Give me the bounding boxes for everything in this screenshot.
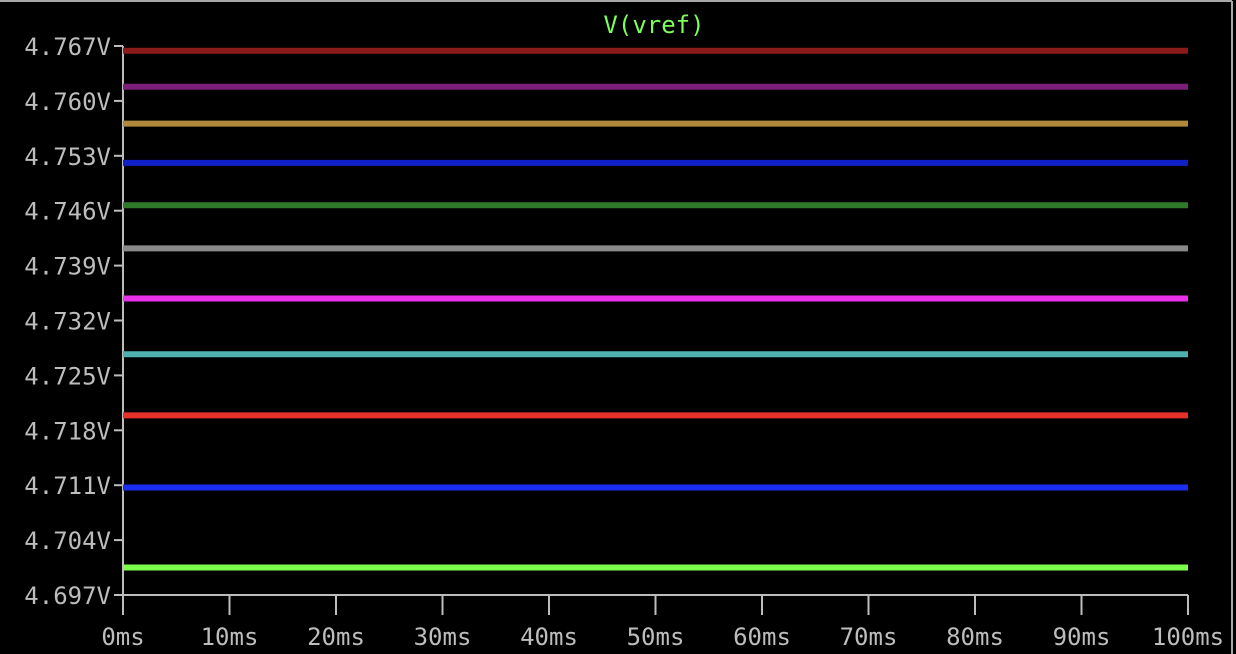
x-tick-label: 60ms xyxy=(733,623,791,651)
x-tick-label: 20ms xyxy=(307,623,365,651)
x-tick-label: 70ms xyxy=(840,623,898,651)
tick-layer: 4.767V 4.760V 4.753V 4.746V 4.739V 4.732V 4.72… xyxy=(24,33,1224,651)
y-tick-label: 4.760V xyxy=(24,88,111,116)
y-tick-label: 4.753V xyxy=(24,143,111,171)
y-tick-label: 4.767V xyxy=(24,33,111,61)
x-tick-label: 40ms xyxy=(520,623,578,651)
axes xyxy=(122,46,1188,597)
y-tick-label: 4.711V xyxy=(24,472,111,500)
y-tick-label: 4.697V xyxy=(24,582,111,610)
y-tick-label: 4.739V xyxy=(24,253,111,281)
y-tick-label: 4.746V xyxy=(24,198,111,226)
y-tick-label: 4.704V xyxy=(24,527,111,555)
x-tick-label: 30ms xyxy=(414,623,472,651)
y-tick-label: 4.725V xyxy=(24,362,111,390)
series-layer xyxy=(123,47,1188,571)
y-tick-label: 4.732V xyxy=(24,308,111,336)
x-tick-label: 100ms xyxy=(1152,623,1224,651)
x-tick-label: 10ms xyxy=(201,623,259,651)
x-tick-label: 90ms xyxy=(1053,623,1111,651)
x-tick-label: 80ms xyxy=(946,623,1004,651)
chart-title: V(vref) xyxy=(603,11,704,39)
x-tick-label: 0ms xyxy=(101,623,144,651)
y-tick-label: 4.718V xyxy=(24,417,111,445)
x-tick-label: 50ms xyxy=(627,623,685,651)
